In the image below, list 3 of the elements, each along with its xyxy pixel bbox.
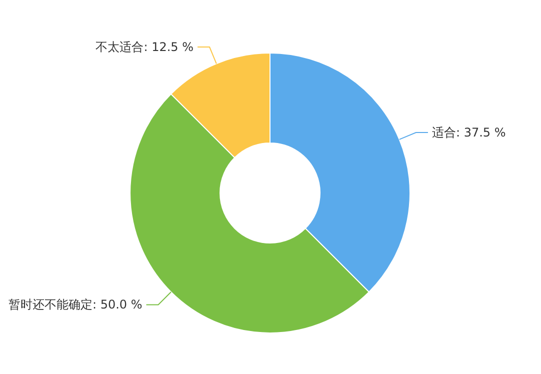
slice-label: 暂时还不能确定: 50.0 % <box>8 298 142 312</box>
slice-label: 适合: 37.5 % <box>432 126 506 140</box>
slice-label: 不太适合: 12.5 % <box>96 40 194 54</box>
